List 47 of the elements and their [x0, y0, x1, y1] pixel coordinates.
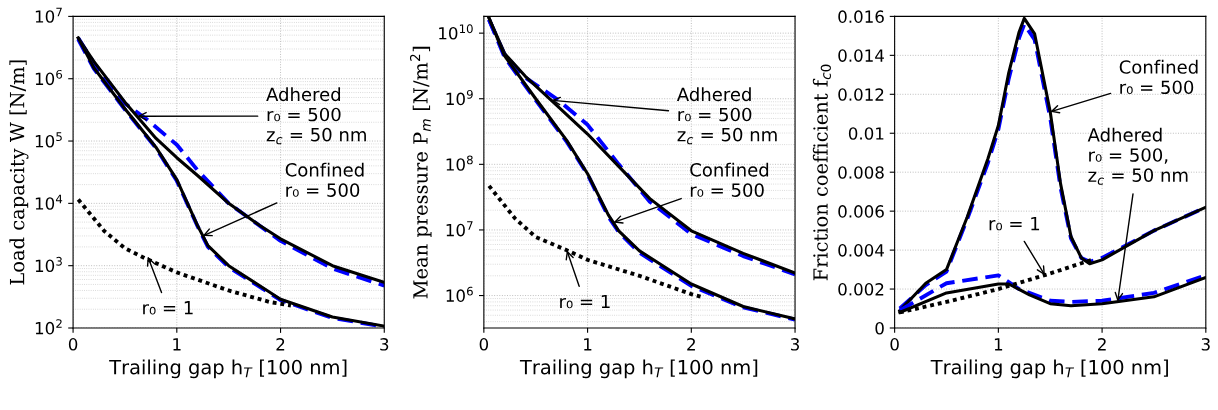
y-tick-label: 10$^{2}$ — [35, 319, 62, 335]
y-tick-label: 0.004 — [838, 244, 884, 257]
x-axis-title: Trailing gap h$_{T}$ [100 nm] — [519, 359, 758, 379]
y-tick-label: 10$^{6}$ — [35, 69, 63, 86]
y-axis-title: Mean pressure P$_{m}$ [N/m$^{2}$] — [409, 46, 432, 299]
annotation: Confined r₀ = 500 — [1119, 59, 1198, 95]
y-tick-label: 0.014 — [838, 49, 884, 62]
y-tick-label: 10$^{4}$ — [35, 194, 63, 210]
y-tick-label: 10$^{6}$ — [446, 286, 473, 302]
x-tick-label: 1 — [173, 338, 181, 351]
x-tick-label: 2 — [687, 338, 695, 351]
y-tick-label: 0.01 — [848, 127, 884, 140]
x-tick-label: 0 — [479, 338, 489, 351]
y-tick-label: 10$^{9}$ — [446, 89, 473, 106]
annotation: Adhered r₀ = 500 z$_{c}$ = 50 nm — [676, 87, 777, 145]
x-tick-label: 2 — [276, 338, 285, 351]
annotation: Confined r₀ = 500 — [690, 162, 769, 197]
annotation: Adhered r₀ = 500, z$_{c}$ = 50 nm — [1087, 127, 1188, 185]
y-tick-label: 10$^{10}$ — [439, 24, 473, 40]
y-tick-label: 0.012 — [838, 88, 884, 101]
y-axis-title: Friction coefficient f$_{c0}$ — [812, 64, 831, 281]
y-tick-label: 0.002 — [838, 283, 884, 296]
x-axis-title: Trailing gap h$_{T}$ [100 nm] — [109, 359, 347, 379]
x-tick-label: 1 — [994, 338, 1003, 351]
annotation: r₀ = 1 — [143, 301, 193, 315]
x-tick-label: 0 — [68, 338, 78, 351]
x-tick-label: 1 — [584, 338, 592, 351]
y-tick-label: 0.008 — [838, 166, 884, 179]
x-axis-title: Trailing gap h$_{T}$ [100 nm] — [930, 359, 1168, 379]
y-tick-label: 0.006 — [838, 205, 884, 218]
x-tick-label: 2 — [1098, 338, 1106, 351]
y-tick-label: 10$^{8}$ — [446, 155, 473, 171]
x-tick-label: 3 — [1201, 338, 1210, 351]
annotation: Confined r₀ = 500 — [285, 162, 364, 197]
annotation: Adhered r₀ = 500 z$_{c}$ = 50 nm — [266, 87, 366, 145]
y-tick-label: 10$^{5}$ — [35, 132, 62, 148]
y-axis-title: Load capacity W [N/m] — [9, 60, 29, 285]
x-tick-label: 3 — [791, 338, 800, 351]
x-tick-label: 0 — [890, 338, 899, 351]
y-tick-label: 10$^{7}$ — [446, 221, 473, 237]
annotation: r₀ = 1 — [560, 294, 610, 309]
y-tick-label: 0.016 — [838, 10, 884, 23]
y-tick-label: 10$^{7}$ — [35, 7, 62, 23]
annotation: r₀ = 1 — [989, 216, 1040, 231]
x-tick-label: 3 — [380, 338, 389, 351]
y-tick-label: 10$^{3}$ — [35, 256, 62, 273]
y-tick-label: 0 — [875, 321, 884, 335]
